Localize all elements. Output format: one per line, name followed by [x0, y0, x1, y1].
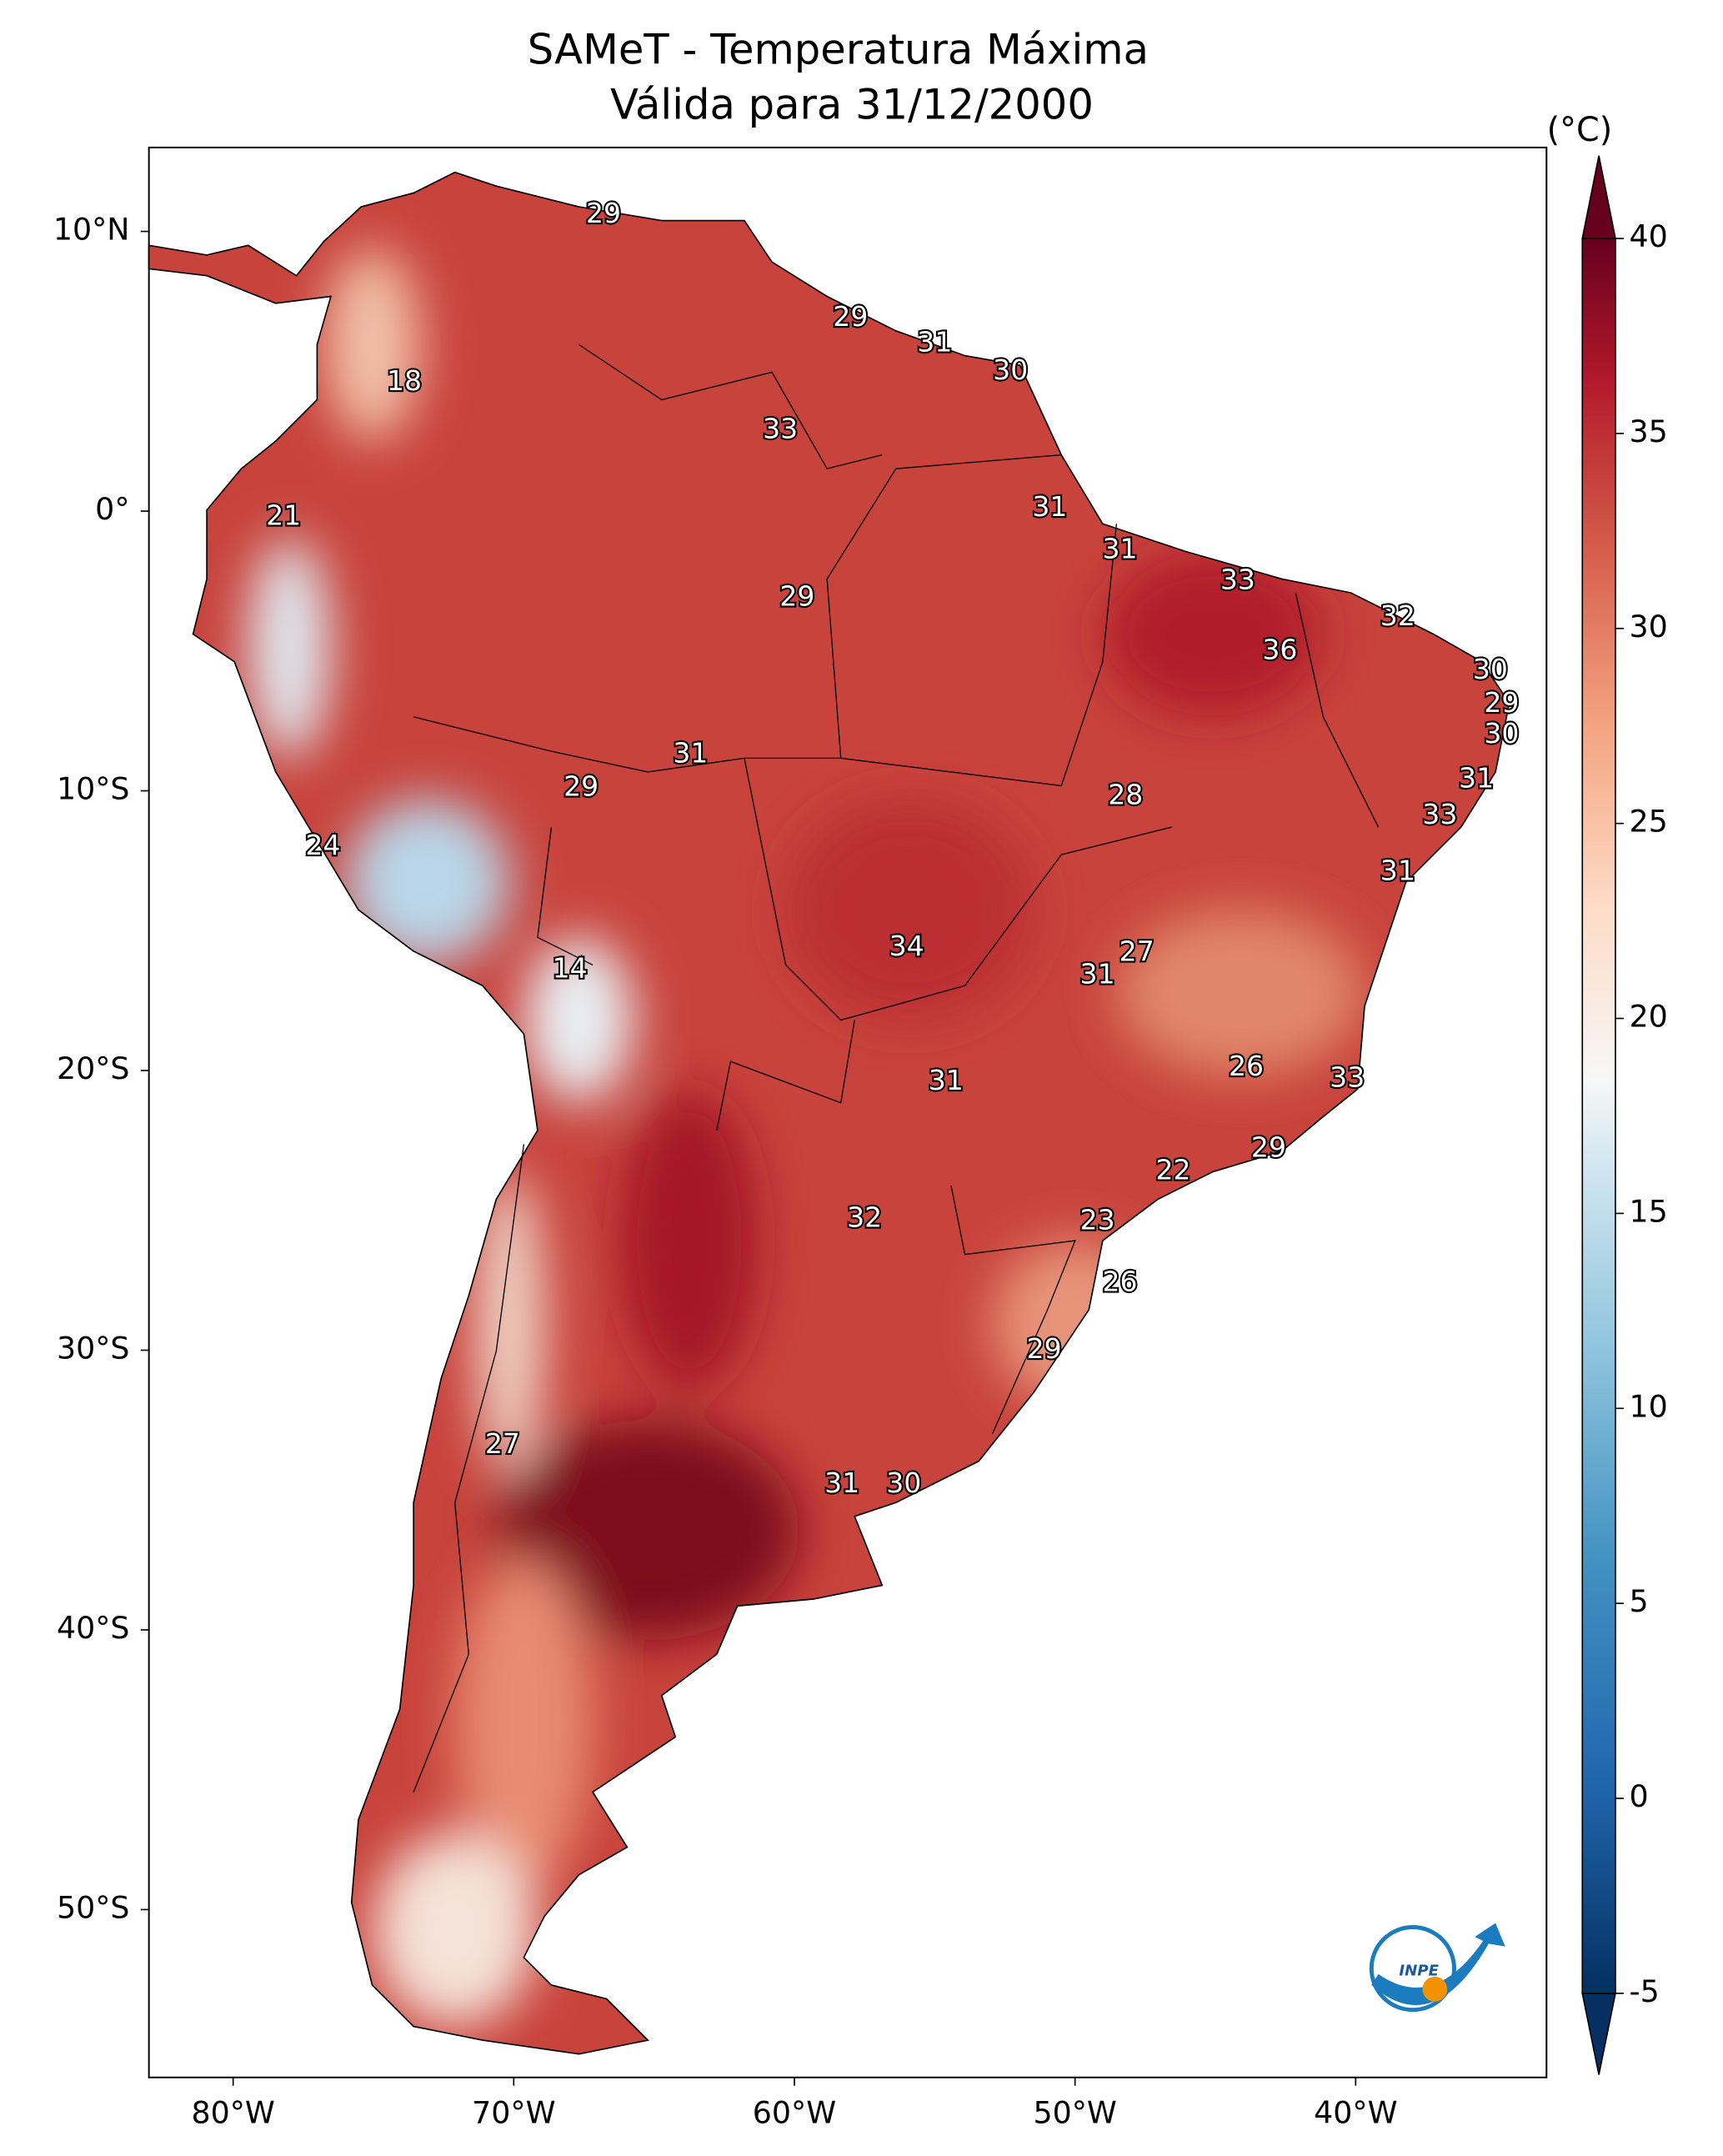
temperature-label: 24: [305, 829, 340, 861]
temperature-label: 28: [1108, 779, 1143, 811]
temperature-label: 23: [1080, 1204, 1115, 1236]
temperature-label: 29: [833, 300, 868, 333]
temperature-label: 30: [993, 353, 1028, 386]
y-tick-label: 20°S: [57, 1050, 130, 1086]
temperature-label: 32: [847, 1201, 882, 1233]
colorbar-tick-label: 10: [1629, 1388, 1667, 1424]
temperature-label: 34: [889, 930, 924, 962]
temperature-label: 22: [1155, 1153, 1190, 1186]
colorbar-tick-label: 30: [1629, 609, 1667, 644]
temperature-label: 30: [1473, 653, 1508, 685]
temperature-label: 33: [1220, 563, 1255, 595]
colorbar: [1581, 238, 1616, 1994]
temperature-label: 33: [1330, 1061, 1365, 1094]
colorbar-tick-label: 20: [1629, 999, 1667, 1035]
colorbar-tick-label: 5: [1629, 1583, 1648, 1619]
temperature-label: 31: [824, 1467, 859, 1499]
temperature-label: 29: [586, 197, 621, 229]
temperature-label: 30: [1484, 717, 1519, 750]
temperature-label: 26: [1103, 1265, 1138, 1297]
y-tick-label: 10°N: [53, 212, 130, 248]
temperature-label: 32: [1380, 599, 1415, 632]
borders: [413, 343, 1380, 1792]
y-tick-label: 40°S: [57, 1610, 130, 1646]
temperature-label: 26: [1229, 1050, 1264, 1082]
temperature-label: 18: [387, 364, 422, 397]
logo-text: INPE: [1399, 1962, 1439, 1979]
temperature-label: 29: [563, 770, 599, 803]
x-tick-label: 70°W: [472, 2094, 555, 2130]
temperature-label: 29: [1251, 1131, 1286, 1163]
temperature-label: 31: [1080, 957, 1115, 990]
colorbar-label: (°C): [1547, 111, 1613, 149]
colorbar-extend-bottom: [1581, 1993, 1616, 2075]
subtitle: Válida para 31/12/2000: [610, 80, 1094, 128]
temperature-label: 31: [1459, 762, 1494, 795]
temperature-label: 33: [763, 412, 798, 444]
temperature-label: 27: [485, 1427, 520, 1460]
y-tick-label: 30°S: [57, 1330, 130, 1366]
temperature-label: 29: [1027, 1332, 1062, 1365]
temperature-label: 31: [673, 736, 708, 769]
temperature-label: 31: [1103, 533, 1138, 565]
colorbar-tick-label: 40: [1629, 218, 1667, 254]
temperature-label: 21: [266, 499, 301, 531]
logo: INPE: [1369, 1923, 1505, 2013]
temperature-label: 31: [917, 325, 952, 358]
temperature-label: 29: [779, 580, 814, 613]
x-tick-label: 80°W: [191, 2094, 274, 2130]
y-tick-label: 10°S: [57, 771, 130, 807]
colorbar-tick-label: -5: [1629, 1973, 1659, 2009]
colorbar-tick-label: 25: [1629, 804, 1667, 840]
y-tick-label: 50°S: [57, 1889, 130, 1925]
temperature-label: 30: [886, 1467, 921, 1499]
x-tick-label: 40°W: [1314, 2094, 1397, 2130]
title: SAMeT - Temperatura Máxima: [528, 25, 1149, 73]
colorbar-tick-label: 15: [1629, 1193, 1667, 1229]
colorbar-tick-label: 0: [1629, 1778, 1648, 1814]
temperature-label: 29: [1484, 686, 1519, 719]
temperature-label: 31: [1380, 854, 1415, 886]
temperature-label: 33: [1422, 798, 1457, 830]
colorbar-tick-label: 35: [1629, 414, 1667, 449]
temperature-label: 36: [1262, 633, 1297, 665]
temperature-label: 14: [553, 952, 588, 985]
x-tick-label: 50°W: [1033, 2094, 1116, 2130]
y-tick-label: 0°: [95, 491, 129, 527]
temperature-label: 31: [1032, 490, 1067, 523]
temperature-label: 27: [1119, 935, 1155, 968]
x-tick-label: 60°W: [753, 2094, 836, 2130]
temperature-label: 31: [929, 1064, 964, 1096]
colorbar-extend-top: [1581, 155, 1616, 239]
